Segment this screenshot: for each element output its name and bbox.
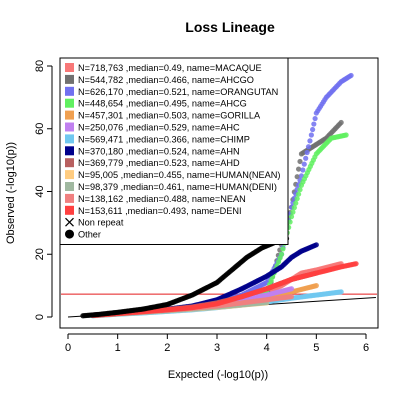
legend-swatch <box>65 63 74 72</box>
data-point <box>303 155 309 161</box>
data-point <box>313 283 319 289</box>
x-tick-label: 1 <box>115 342 121 354</box>
data-point <box>297 187 303 193</box>
data-point <box>310 126 316 133</box>
legend-swatch <box>65 74 74 84</box>
legend: N=718,763 ,median=0.49, name=MACAQUE N=54… <box>59 57 289 245</box>
legend-swatch <box>65 193 74 203</box>
data-point <box>294 196 300 202</box>
legend-x-marker <box>65 217 74 227</box>
y-tick-label: 0 <box>34 314 46 320</box>
y-tick-label: 20 <box>34 248 46 260</box>
data-point <box>293 200 299 206</box>
legend-swatch <box>65 182 74 191</box>
x-tick-label: 0 <box>65 342 71 354</box>
data-point <box>287 219 293 225</box>
data-point <box>297 158 303 165</box>
data-point <box>288 294 295 300</box>
data-point <box>353 261 359 267</box>
legend-label: Other <box>78 230 101 240</box>
plot-content <box>61 72 377 319</box>
data-point <box>290 209 296 215</box>
legend-label: N=448,654 ,median=0.495, name=AHCG <box>78 99 247 109</box>
data-point <box>294 174 300 180</box>
legend-label: N=250,076 ,median=0.529, name=AHC <box>78 123 240 133</box>
data-point <box>308 132 314 138</box>
legend-label: N=569,471 ,median=0.366, name=CHIMP <box>78 134 250 144</box>
legend-swatch <box>65 98 74 108</box>
x-tick-label: 6 <box>363 342 369 354</box>
legend-label: N=544,782 ,median=0.466, name=AHCGO <box>78 75 254 85</box>
legend-swatch <box>65 122 74 132</box>
y-tick-label: 60 <box>34 123 46 135</box>
y-tick-label: 80 <box>34 60 46 72</box>
data-point <box>348 72 354 79</box>
y-tick-label: 40 <box>34 185 46 197</box>
x-tick-label: 3 <box>214 342 220 354</box>
data-point <box>312 115 318 122</box>
data-point <box>313 242 319 248</box>
y-axis: 0 20 40 60 80 <box>34 60 53 320</box>
data-point <box>300 167 306 173</box>
legend-label: N=626,170 ,median=0.521, name=ORANGUTAN <box>78 87 278 97</box>
data-point <box>301 161 307 167</box>
data-point <box>278 251 285 257</box>
legend-label: N=370,180 ,median=0.524, name=AHN <box>78 146 240 156</box>
data-point <box>307 138 313 144</box>
y-axis-label: Observed (-log10(p)) <box>5 142 17 244</box>
data-point <box>280 246 286 252</box>
data-point <box>338 119 344 126</box>
data-point <box>343 132 349 138</box>
legend-swatch <box>65 170 74 180</box>
legend-box <box>59 57 289 245</box>
data-point <box>338 289 344 295</box>
legend-label: N=718,763 ,median=0.49, name=MACAQUE <box>78 63 262 73</box>
legend-label: N=457,301 ,median=0.503, name=GORILLA <box>78 111 261 121</box>
x-tick-label: 4 <box>264 342 270 354</box>
chart-title: Loss Lineage <box>185 19 275 35</box>
legend-swatch <box>65 205 74 215</box>
legend-label: N=98,379 ,median=0.461, name=HUMAN(DENI) <box>78 182 277 192</box>
legend-label: Non repeat <box>78 218 124 228</box>
legend-swatch <box>65 110 74 120</box>
legend-label: N=153,611 ,median=0.493, name=DENI <box>78 206 242 216</box>
plot-area <box>61 72 377 319</box>
legend-swatch <box>65 158 74 168</box>
data-point <box>311 121 317 127</box>
data-point <box>295 191 302 197</box>
data-point <box>305 144 312 150</box>
legend-label: N=138,162 ,median=0.488, name=NEAN <box>78 194 246 204</box>
data-point <box>295 166 302 172</box>
x-tick-label: 5 <box>313 342 319 354</box>
x-tick-label: 2 <box>164 342 170 354</box>
legend-swatch <box>65 146 74 156</box>
data-point <box>288 214 295 220</box>
legend-swatch <box>65 134 74 144</box>
legend-label: N=95,005 ,median=0.455, name=HUMAN(NEAN) <box>78 170 280 180</box>
legend-label: N=369,779 ,median=0.523, name=AHD <box>78 158 240 168</box>
data-point <box>304 149 310 156</box>
data-point <box>291 205 297 211</box>
legend-swatch <box>65 86 74 96</box>
x-axis-label: Expected (-log10(p)) <box>168 369 268 381</box>
legend-circle-marker <box>65 229 74 239</box>
data-point <box>288 286 295 292</box>
x-axis: 0 1 2 3 4 5 6 <box>65 333 369 354</box>
